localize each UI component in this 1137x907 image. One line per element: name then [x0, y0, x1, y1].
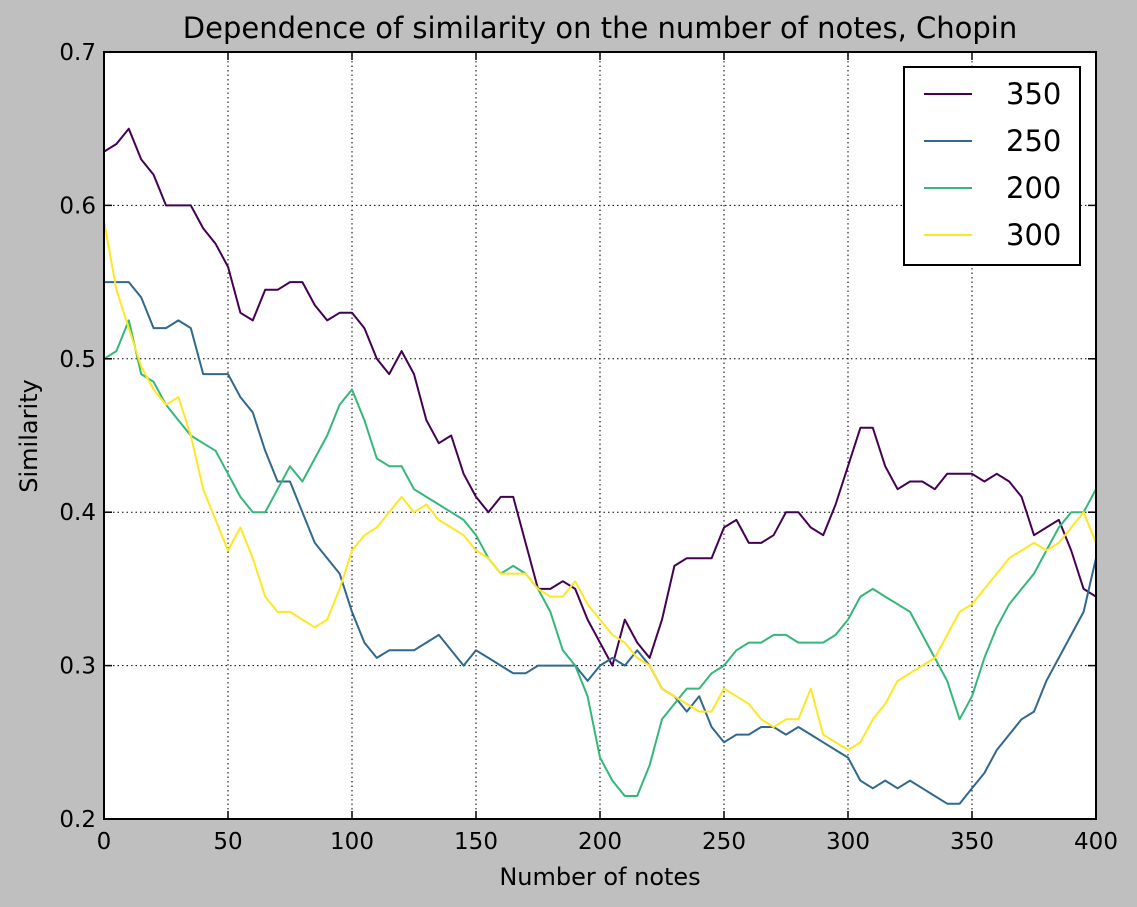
x-axis-label: Number of notes: [499, 863, 700, 891]
axis-ticks: [103, 51, 1097, 820]
series-line-350: [103, 127, 1097, 667]
x-tick-label: 300: [826, 829, 870, 855]
legend-label-300: 300: [1006, 218, 1061, 252]
x-tick-label: 0: [97, 829, 112, 855]
chart-title: Dependence of similarity on the number o…: [183, 11, 1017, 45]
y-tick-label: 0.5: [59, 347, 96, 373]
y-tick-label: 0.2: [59, 807, 96, 833]
legend-label-250: 250: [1006, 124, 1061, 158]
legend-label-200: 200: [1006, 171, 1061, 205]
y-axis-label: Similarity: [15, 379, 43, 492]
y-tick-label: 0.6: [59, 193, 96, 219]
y-tick-label: 0.7: [59, 40, 96, 66]
y-tick-labels: 0.2 0.3 0.4 0.5 0.6 0.7: [59, 40, 96, 833]
x-tick-label: 100: [330, 829, 374, 855]
series-layer: [103, 127, 1097, 805]
x-tick-label: 350: [950, 829, 994, 855]
x-tick-label: 150: [454, 829, 498, 855]
x-tick-label: 250: [702, 829, 746, 855]
legend: 350 250 200 300: [903, 66, 1081, 266]
x-tick-labels: 0 50 100 150 200 250 300 350 400: [97, 829, 1118, 855]
series-line-300: [103, 220, 1097, 751]
x-tick-label: 200: [578, 829, 622, 855]
x-tick-label: 50: [213, 829, 242, 855]
legend-label-350: 350: [1006, 77, 1061, 111]
x-tick-label: 400: [1074, 829, 1118, 855]
series-line-200: [103, 319, 1097, 797]
y-tick-label: 0.3: [59, 654, 96, 680]
legend-box: [903, 66, 1081, 266]
series-line-250: [104, 281, 1097, 805]
y-tick-label: 0.4: [59, 500, 96, 526]
